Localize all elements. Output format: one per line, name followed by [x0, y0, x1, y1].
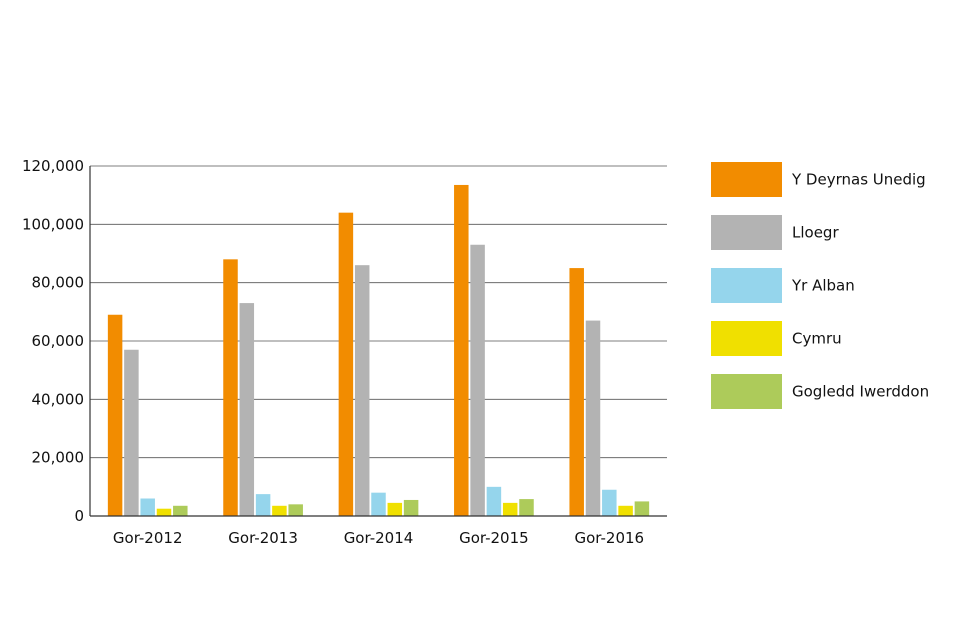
- legend-label: Gogledd Iwerddon: [792, 383, 929, 401]
- bar: [602, 489, 617, 516]
- legend: Y Deyrnas Unedig Lloegr Yr Alban Cymru Gogle…: [711, 162, 929, 409]
- legend-label: Cymru: [792, 330, 842, 348]
- bar: [519, 499, 534, 516]
- bar: [140, 498, 155, 516]
- bar: [107, 314, 123, 516]
- y-tick-label: 100,000: [22, 215, 84, 233]
- legend-swatch: [711, 321, 782, 356]
- bar: [502, 502, 518, 516]
- bar: [156, 508, 172, 516]
- x-tick-label: Gor-2013: [228, 529, 298, 547]
- bar: [618, 505, 633, 516]
- y-tick-label: 120,000: [22, 157, 84, 175]
- y-axis-tick-labels: 0 20,000 40,000 60,000 80,000 100,000 120,000: [22, 157, 84, 525]
- x-tick-label: Gor-2014: [344, 529, 414, 547]
- legend-label: Yr Alban: [791, 277, 855, 295]
- legend-swatch: [711, 268, 782, 303]
- x-tick-label: Gor-2012: [113, 529, 183, 547]
- y-tick-label: 80,000: [32, 274, 85, 292]
- bar: [338, 212, 354, 516]
- bar: [223, 259, 238, 516]
- bar: [585, 320, 601, 516]
- bars: [107, 184, 650, 517]
- legend-label: Y Deyrnas Unedig: [791, 171, 926, 189]
- bar: [288, 504, 303, 516]
- y-tick-label: 0: [74, 507, 84, 525]
- bar: [239, 303, 255, 516]
- y-tick-label: 40,000: [32, 390, 85, 408]
- bar: [634, 501, 650, 516]
- y-tick-label: 60,000: [32, 332, 85, 350]
- bar: [403, 499, 419, 516]
- bar: [387, 502, 403, 516]
- bar: [569, 268, 584, 516]
- bar: [124, 349, 139, 516]
- bar: [255, 494, 271, 516]
- x-tick-label: Gor-2016: [574, 529, 644, 547]
- bar: [354, 265, 370, 516]
- legend-swatch: [711, 162, 782, 197]
- legend-swatch: [711, 215, 782, 250]
- legend-label: Lloegr: [792, 224, 839, 242]
- legend-swatch: [711, 374, 782, 409]
- x-tick-label: Gor-2015: [459, 529, 529, 547]
- bar: [486, 486, 502, 516]
- bar: [173, 505, 188, 516]
- bar: [470, 244, 485, 516]
- bar: [454, 184, 469, 517]
- bar: [371, 492, 386, 516]
- bar: [272, 505, 287, 516]
- y-tick-label: 20,000: [32, 449, 85, 467]
- x-axis-tick-labels: Gor-2012 Gor-2013 Gor-2014 Gor-2015 Gor-2016: [113, 529, 644, 547]
